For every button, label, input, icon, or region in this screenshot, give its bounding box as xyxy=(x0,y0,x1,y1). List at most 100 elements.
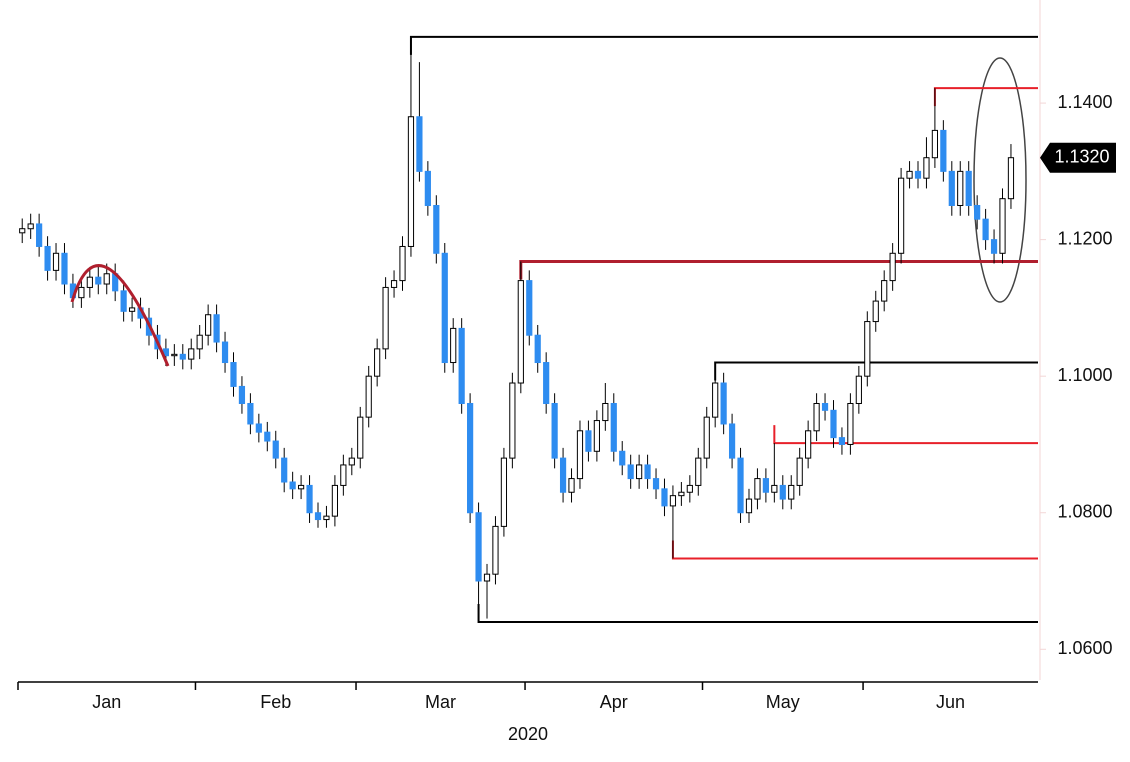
candle-body xyxy=(881,280,888,302)
candle-body xyxy=(931,129,939,159)
candle-body xyxy=(543,362,550,404)
candle-body xyxy=(450,327,457,364)
candle-body xyxy=(467,402,474,514)
candle-body xyxy=(551,402,558,459)
candle-body xyxy=(78,286,85,299)
candle-body xyxy=(1007,157,1015,200)
candle-body xyxy=(221,341,229,364)
level-line xyxy=(933,87,1038,107)
candle-body xyxy=(619,450,626,466)
candle-body xyxy=(171,353,178,357)
candle-body xyxy=(517,280,524,384)
candle-body xyxy=(669,495,677,507)
candle-body xyxy=(247,402,254,425)
candle-body xyxy=(906,170,913,179)
candle-body xyxy=(678,491,685,497)
candle-body xyxy=(458,327,465,404)
candle-body xyxy=(644,464,651,480)
candle-body xyxy=(703,416,710,459)
last-price-label: 1.1320 xyxy=(1054,146,1109,166)
candle-body xyxy=(424,170,431,207)
candle-body xyxy=(720,382,727,425)
y-tick-label: 1.0600 xyxy=(1057,638,1112,658)
candle-body xyxy=(27,223,34,230)
x-tick-label: Jan xyxy=(92,692,121,712)
candle-body xyxy=(255,423,262,433)
candle-body xyxy=(399,245,406,282)
candle-body xyxy=(120,290,127,312)
candle-body xyxy=(982,218,989,241)
arc-annotation xyxy=(70,264,170,367)
candle-body xyxy=(838,437,846,445)
candle-body xyxy=(889,252,896,282)
candle-body xyxy=(821,402,829,411)
candle-body xyxy=(940,129,947,172)
candle-body xyxy=(297,484,305,490)
level-line xyxy=(773,425,1038,445)
candle-body xyxy=(348,457,355,466)
candle-body xyxy=(323,515,330,521)
candle-body xyxy=(289,481,296,490)
candle-body xyxy=(965,170,972,207)
candle-body xyxy=(636,464,643,480)
candle-body xyxy=(103,273,110,285)
candle-body xyxy=(872,300,879,323)
candle-body xyxy=(923,157,930,179)
candle-body xyxy=(830,409,837,439)
candle-body xyxy=(576,430,584,480)
candle-body xyxy=(805,430,812,459)
candle-body xyxy=(737,457,744,514)
candle-body xyxy=(695,457,702,486)
candle-body xyxy=(974,205,981,220)
candle-body xyxy=(483,573,491,582)
candle-body xyxy=(382,286,389,350)
candle-body xyxy=(686,484,693,493)
candle-body xyxy=(652,478,660,490)
candle-body xyxy=(990,239,998,254)
candle-body xyxy=(44,245,51,271)
candle-body xyxy=(188,348,195,360)
candle-body xyxy=(52,252,60,271)
x-tick-label: May xyxy=(766,692,800,712)
candle-body xyxy=(847,402,854,445)
candle-body xyxy=(957,170,964,207)
highlight-ellipse xyxy=(973,57,1027,303)
candle-body xyxy=(762,478,769,493)
candle-body xyxy=(179,353,186,360)
candle-body xyxy=(407,116,415,247)
candle-body xyxy=(864,321,871,377)
last-price-tag xyxy=(1040,142,1116,173)
candle-body xyxy=(441,252,448,364)
candle-body xyxy=(230,362,237,387)
candle-body xyxy=(855,375,862,404)
candle-body xyxy=(712,382,719,418)
candle-body xyxy=(61,252,68,285)
candle-body xyxy=(475,512,482,582)
candle-body xyxy=(306,484,313,514)
candle-body xyxy=(19,228,26,234)
candle-body xyxy=(771,484,778,493)
candle-body xyxy=(813,402,820,432)
candle-body xyxy=(281,457,288,483)
candle-body xyxy=(238,385,246,404)
level-line xyxy=(477,603,1038,623)
candle-body xyxy=(593,420,600,452)
candle-body xyxy=(264,431,271,442)
candle-body xyxy=(796,457,803,486)
candle-body xyxy=(661,488,668,507)
candle-body xyxy=(128,307,136,312)
candle-body xyxy=(213,314,220,343)
y-tick-label: 1.1200 xyxy=(1057,228,1112,248)
candle-body xyxy=(272,440,279,459)
candle-body xyxy=(559,457,567,493)
candle-body xyxy=(340,464,347,486)
candle-body xyxy=(754,478,761,500)
candle-body xyxy=(416,116,423,172)
x-tick-label: Jun xyxy=(936,692,965,712)
candle-body xyxy=(610,402,617,452)
level-line xyxy=(519,259,1038,280)
candle-body xyxy=(509,382,516,459)
candle-body xyxy=(788,484,795,500)
candle-body xyxy=(331,484,339,517)
candle-body xyxy=(948,170,955,207)
